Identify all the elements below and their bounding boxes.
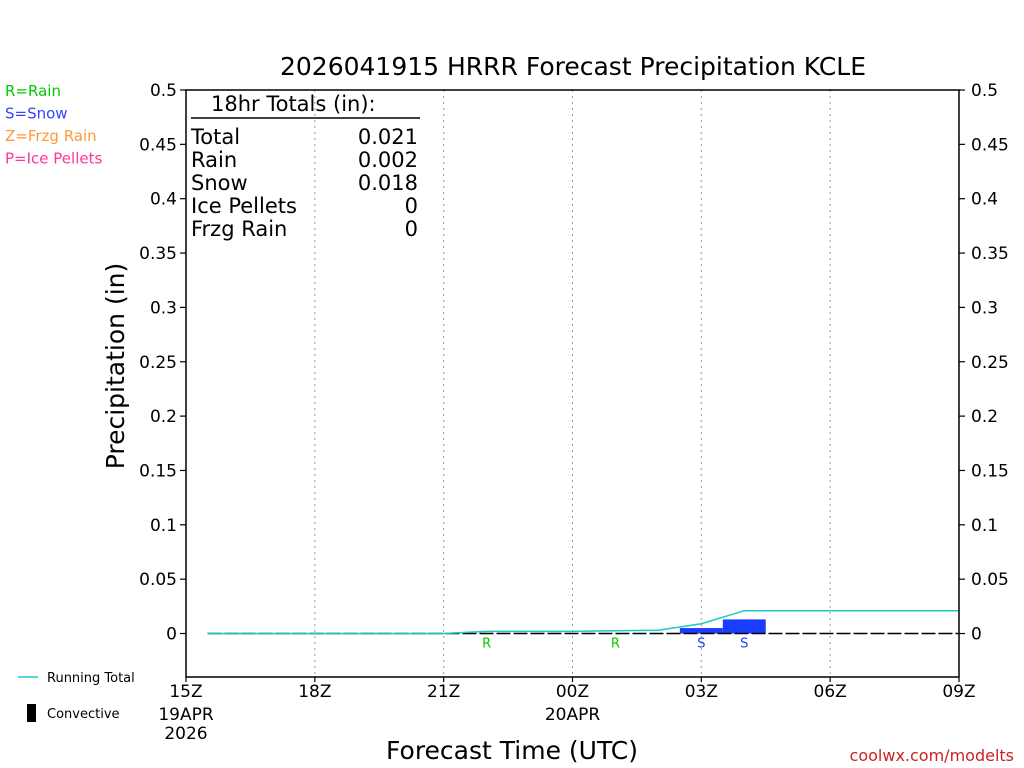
y-axis-right: 0 0.05 0.1 0.15 0.2 0.25 0.3 0.35 0.4 0.45 0.5 [959,81,1009,645]
x-tick-date: 19APR [158,705,214,725]
precip-bar [722,619,766,634]
totals-heading: 18hr Totals (in): [211,92,376,116]
totals-row-value: 0.002 [358,148,418,172]
totals-row-label: Snow [191,171,248,195]
precip-type-marker: S [697,637,705,652]
totals-row-label: Frzg Rain [191,217,287,241]
x-tick-label: 00Z [556,682,589,702]
legend-entry-precip-type: R=Rain [5,82,61,100]
y-tick-label-right: 0.2 [971,407,998,427]
y-tick-label-left: 0.3 [150,298,177,318]
y-tick-label-left: 0.45 [139,135,177,155]
x-tick-year: 2026 [164,724,207,744]
y-tick-label-left: 0.1 [150,516,177,536]
x-axis-label: Forecast Time (UTC) [386,736,638,765]
y-tick-label-right: 0.3 [971,298,998,318]
precip-type-marker: R [482,637,491,652]
line-legend: Running Total Convective [18,671,135,722]
totals-row-label: Total [190,125,240,149]
y-tick-label-left: 0.5 [150,81,177,101]
grid-lines [314,90,831,677]
y-tick-label-right: 0.5 [971,81,998,101]
x-tick-label: 18Z [298,682,331,702]
y-tick-label-right: 0.1 [971,516,998,536]
totals-row-label: Ice Pellets [191,194,297,218]
precip-bar [679,628,723,634]
y-tick-label-left: 0.25 [139,353,177,373]
y-tick-label-left: 0.4 [150,190,177,210]
x-tick-label: 06Z [814,682,847,702]
legend-entry-precip-type: Z=Frzg Rain [5,127,97,145]
legend-entry-convective: Convective [47,707,120,722]
x-tick-date: 20APR [545,705,601,725]
totals-row-value: 0 [405,217,418,241]
y-tick-label-left: 0.15 [139,461,177,481]
lines-layer [207,609,959,635]
precip-type-marker: S [740,637,748,652]
y-tick-label-right: 0.05 [971,570,1009,590]
x-tick-label: 03Z [685,682,718,702]
totals-row-label: Rain [191,148,237,172]
legend-entry-precip-type: S=Snow [5,105,68,123]
x-tick-label: 15Z [169,682,202,702]
legend-entry-precip-type: P=Ice Pellets [5,150,102,168]
chart-title: 2026041915 HRRR Forecast Precipitation K… [280,52,866,81]
convective-swatch [27,704,36,722]
precip-type-legend: R=Rain S=Snow Z=Frzg Rain P=Ice Pellets [5,82,102,168]
y-tick-label-left: 0 [166,625,177,645]
y-tick-label-right: 0.45 [971,135,1009,155]
precip-type-marker: R [611,637,620,652]
totals-box: 18hr Totals (in): Total 0.021 Rain 0.002 Sno… [190,92,420,241]
y-tick-label-right: 0 [971,625,982,645]
totals-row-value: 0.018 [358,171,418,195]
y-tick-label-left: 0.05 [139,570,177,590]
totals-row-value: 0 [405,194,418,218]
y-axis-left: 0 0.05 0.1 0.15 0.2 0.25 0.3 0.35 0.4 0.45 0.5 [139,81,186,645]
credit-text: coolwx.com/modelts [850,746,1014,765]
running-total-line [207,609,959,635]
legend-entry-running-total: Running Total [47,671,135,686]
bars-layer [679,619,766,634]
y-tick-label-left: 0.35 [139,244,177,264]
y-axis-label: Precipitation (in) [101,263,130,470]
x-tick-label: 21Z [427,682,460,702]
y-tick-label-left: 0.2 [150,407,177,427]
y-tick-label-right: 0.35 [971,244,1009,264]
totals-row-value: 0.021 [358,125,418,149]
y-tick-label-right: 0.15 [971,461,1009,481]
x-tick-label: 09Z [942,682,975,702]
y-tick-label-right: 0.25 [971,353,1009,373]
y-tick-label-right: 0.4 [971,190,998,210]
